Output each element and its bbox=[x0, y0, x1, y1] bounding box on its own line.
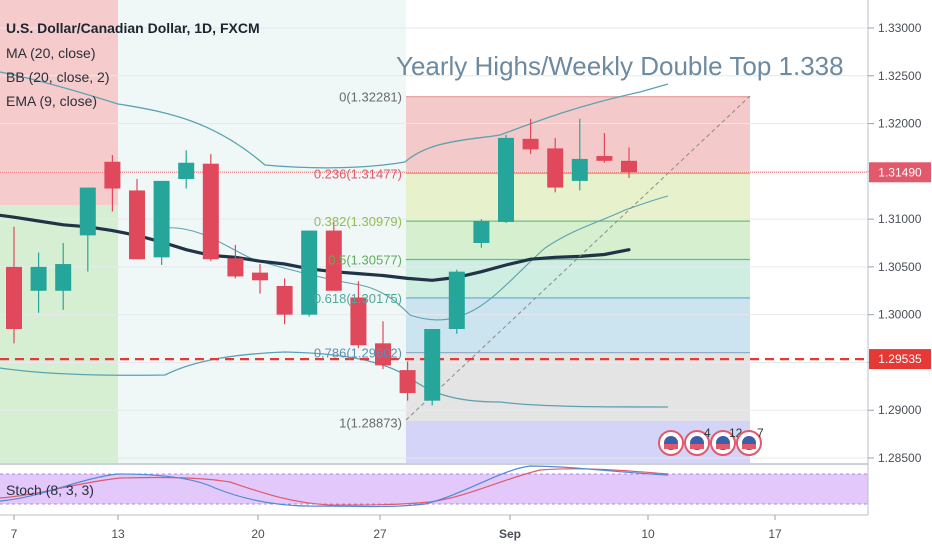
fib-level-label: 0.382(1.30979) bbox=[314, 214, 402, 229]
price-tick-label: 1.33000 bbox=[878, 21, 922, 35]
candle-body[interactable] bbox=[30, 266, 47, 291]
candle-body[interactable] bbox=[79, 187, 96, 236]
price-tick-label: 1.29000 bbox=[878, 403, 922, 417]
candle-body[interactable] bbox=[104, 161, 121, 189]
candle-body[interactable] bbox=[153, 180, 170, 258]
fibonacci-labels: 0(1.32281) 0.236(1.31477) 0.382(1.30979) 0.… bbox=[314, 90, 402, 431]
stoch-band bbox=[0, 474, 868, 504]
symbol-title: U.S. Dollar/Canadian Dollar, 1D, FXCM bbox=[6, 20, 260, 36]
fibonacci-retracement[interactable] bbox=[406, 96, 750, 423]
price-tick-label: 1.31000 bbox=[878, 212, 922, 226]
last-price-badge: 1.31490 bbox=[869, 162, 931, 183]
flag-icon[interactable] bbox=[684, 430, 710, 456]
stoch-label[interactable]: Stoch (8, 3, 3) bbox=[6, 482, 94, 498]
candle-body[interactable] bbox=[571, 158, 588, 181]
svg-text:1.31490: 1.31490 bbox=[878, 165, 922, 179]
fib-band bbox=[406, 173, 750, 222]
fib-band bbox=[406, 221, 750, 260]
annotation-text[interactable]: Yearly Highs/Weekly Double Top 1.338 bbox=[396, 51, 844, 81]
fib-level-label: 1(1.28873) bbox=[339, 415, 402, 430]
price-tick-label: 1.30500 bbox=[878, 260, 922, 274]
fib-trend-line bbox=[405, 95, 751, 421]
candle-body[interactable] bbox=[129, 190, 145, 260]
fib-level-label: 0.5(1.30577) bbox=[328, 253, 402, 268]
candle-body[interactable] bbox=[399, 370, 416, 394]
svg-text:1.29535: 1.29535 bbox=[878, 352, 922, 366]
price-tick-label: 1.30000 bbox=[878, 308, 922, 322]
bb-lower-band bbox=[0, 351, 669, 408]
stoch-d-line bbox=[0, 468, 669, 506]
fib-level-label: 0.786(1.29602) bbox=[314, 346, 402, 361]
support-price-badge: 1.29535 bbox=[869, 349, 931, 370]
time-tick-label: 20 bbox=[251, 527, 265, 541]
candle-body[interactable] bbox=[301, 230, 318, 315]
time-tick-label: 7 bbox=[11, 527, 18, 541]
candle-body[interactable] bbox=[498, 137, 514, 222]
candle-body[interactable] bbox=[621, 160, 637, 173]
candle-body[interactable] bbox=[547, 148, 564, 188]
flag-icon[interactable] bbox=[710, 430, 736, 456]
candle-body[interactable] bbox=[252, 272, 268, 281]
price-tick-label: 1.32500 bbox=[878, 69, 922, 83]
candle-body[interactable] bbox=[424, 329, 441, 401]
flag-icon[interactable] bbox=[736, 430, 762, 456]
time-axis[interactable]: 7 13 20 27 Sep 10 17 bbox=[11, 515, 782, 541]
candle-body[interactable] bbox=[448, 271, 465, 329]
indicator-ema[interactable]: EMA (9, close) bbox=[6, 93, 97, 109]
price-tick-label: 1.28500 bbox=[878, 451, 922, 465]
candle-body[interactable] bbox=[596, 156, 613, 161]
event-count: 7 bbox=[757, 426, 764, 440]
time-tick-label: 13 bbox=[111, 527, 125, 541]
candle-body[interactable] bbox=[202, 163, 219, 260]
candle-body[interactable] bbox=[276, 286, 293, 315]
indicator-bb[interactable]: BB (20, close, 2) bbox=[6, 69, 110, 85]
bb-upper-band bbox=[0, 71, 669, 169]
candle-body[interactable] bbox=[55, 264, 72, 291]
fib-level-label: 0.236(1.31477) bbox=[314, 167, 402, 182]
stoch-k-line bbox=[0, 465, 669, 508]
candle-body[interactable] bbox=[473, 221, 490, 243]
candle-body[interactable] bbox=[227, 258, 244, 277]
candle-body[interactable] bbox=[350, 297, 367, 346]
zone-green bbox=[0, 205, 118, 463]
candle-body[interactable] bbox=[375, 343, 391, 366]
time-tick-label: 10 bbox=[641, 527, 655, 541]
candle-body[interactable] bbox=[522, 138, 539, 150]
flag-icon[interactable] bbox=[658, 430, 684, 456]
fib-level-label: 0.618(1.30175) bbox=[314, 291, 402, 306]
event-count: 4 bbox=[704, 426, 711, 440]
candle-body[interactable] bbox=[6, 266, 22, 329]
candle-body[interactable] bbox=[325, 230, 342, 291]
fib-level-label: 0(1.32281) bbox=[339, 90, 402, 105]
price-tick-label: 1.32000 bbox=[878, 117, 922, 131]
price-axis-bg bbox=[868, 0, 932, 550]
time-tick-label: Sep bbox=[499, 527, 521, 541]
economic-events[interactable]: 4 12 7 bbox=[658, 426, 764, 456]
indicator-ma[interactable]: MA (20, close) bbox=[6, 45, 95, 61]
time-tick-label: 17 bbox=[768, 527, 782, 541]
candles[interactable] bbox=[6, 118, 637, 406]
time-tick-label: 27 bbox=[373, 527, 387, 541]
candle-body[interactable] bbox=[178, 162, 195, 179]
fib-band bbox=[406, 352, 750, 423]
